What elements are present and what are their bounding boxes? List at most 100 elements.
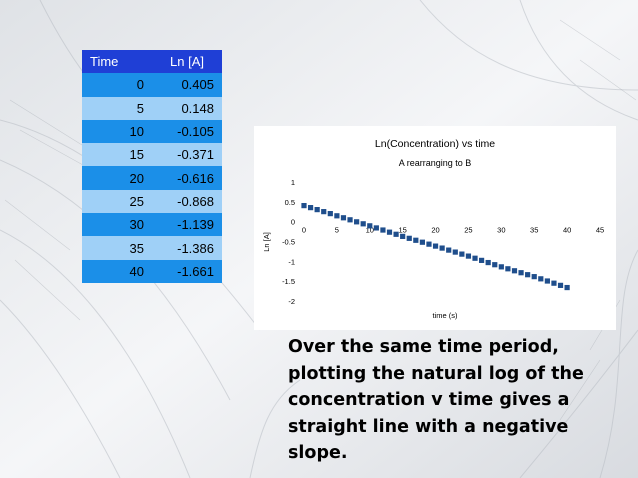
data-point — [452, 249, 458, 255]
y-axis-label: Ln [A] — [262, 232, 271, 252]
y-tick-label: 0.5 — [285, 198, 295, 207]
data-point — [367, 223, 373, 229]
data-point — [393, 231, 399, 237]
cell-time: 20 — [82, 166, 152, 190]
data-point — [347, 217, 353, 223]
caption-line: straight line with a negative — [288, 416, 569, 437]
data-point — [373, 225, 379, 231]
data-point — [340, 215, 347, 221]
data-point — [432, 243, 439, 249]
data-table: Time Ln [A] 0 0.405 5 0.148 10 -0.105 15 -0.371… — [82, 50, 222, 283]
data-point — [492, 262, 498, 268]
x-axis-label: time (s) — [433, 311, 459, 320]
cell-time: 40 — [82, 259, 152, 283]
x-tick-label: 35 — [530, 226, 538, 235]
x-tick-label: 40 — [563, 226, 571, 235]
data-point — [413, 237, 419, 243]
data-point — [472, 255, 478, 261]
data-point — [485, 259, 491, 266]
cell-ln-a: -0.371 — [152, 143, 222, 167]
chart-subtitle: A rearranging to B — [399, 158, 472, 168]
data-point — [400, 233, 406, 239]
data-point — [498, 264, 504, 270]
x-tick-label: 10 — [366, 226, 374, 235]
data-point — [321, 209, 327, 215]
table-row: 15 -0.371 — [82, 143, 222, 167]
data-point — [386, 229, 393, 235]
data-point — [327, 211, 333, 217]
chart-panel: Ln(Concentration) vs time A rearranging … — [254, 126, 616, 330]
data-point — [551, 280, 557, 286]
table-row: 5 0.148 — [82, 96, 222, 120]
table-row: 10 -0.105 — [82, 119, 222, 144]
data-point — [439, 245, 445, 251]
chart: Ln(Concentration) vs time A rearranging … — [262, 138, 604, 320]
caption-text: Over the same time period, plotting the n… — [288, 334, 608, 467]
x-tick-label: 25 — [464, 226, 472, 235]
table-row: 35 -1.386 — [82, 236, 222, 260]
data-point — [446, 247, 452, 253]
y-tick-label: -0.5 — [282, 238, 295, 247]
data-point — [564, 284, 570, 291]
table-row: 20 -0.616 — [82, 166, 222, 190]
header-time: Time — [82, 50, 152, 74]
data-point — [538, 276, 544, 282]
data-point — [518, 270, 524, 276]
table-row: 25 -0.868 — [82, 189, 222, 214]
cell-time: 5 — [82, 96, 152, 120]
caption-line: concentration v time gives a — [288, 390, 570, 411]
data-point — [511, 268, 518, 274]
cell-ln-a: -1.661 — [152, 259, 222, 283]
header-ln-a: Ln [A] — [152, 50, 222, 74]
data-point — [360, 221, 366, 227]
y-tick-label: 0 — [291, 218, 295, 227]
data-point — [505, 266, 511, 272]
table-row: 30 -1.139 — [82, 213, 222, 237]
cell-ln-a: -0.616 — [152, 166, 222, 190]
data-point — [301, 203, 307, 209]
cell-time: 10 — [82, 119, 152, 144]
data-point — [354, 219, 360, 225]
cell-ln-a: -1.139 — [152, 213, 222, 237]
table-row: 0 0.405 — [82, 73, 222, 97]
data-point — [426, 241, 432, 247]
x-tick-label: 20 — [431, 226, 439, 235]
data-point — [557, 282, 564, 288]
data-point — [525, 272, 531, 278]
cell-ln-a: -0.105 — [152, 119, 222, 144]
data-point — [314, 207, 320, 213]
x-tick-label: 45 — [596, 226, 604, 235]
x-tick-label: 30 — [497, 226, 505, 235]
chart-title: Ln(Concentration) vs time — [375, 138, 495, 150]
cell-time: 30 — [82, 213, 152, 237]
cell-ln-a: 0.405 — [152, 73, 222, 97]
data-point — [465, 253, 472, 259]
table-header-row: Time Ln [A] — [82, 50, 222, 74]
data-point — [406, 235, 412, 241]
caption-line: Over the same time period, — [288, 337, 559, 357]
data-point — [479, 257, 485, 263]
data-point — [544, 278, 550, 284]
cell-time: 35 — [82, 236, 152, 260]
data-point — [531, 274, 537, 280]
x-tick-label: 15 — [398, 226, 406, 235]
y-tick-label: -2 — [288, 297, 295, 306]
data-point — [419, 239, 425, 245]
cell-time: 15 — [82, 143, 152, 167]
cell-ln-a: -1.386 — [152, 236, 222, 260]
y-tick-label: 1 — [291, 178, 295, 187]
data-point — [334, 213, 340, 219]
data-point — [307, 205, 314, 211]
cell-time: 0 — [82, 73, 152, 97]
table-row: 40 -1.661 — [82, 259, 222, 283]
caption-line: slope. — [288, 443, 348, 464]
cell-ln-a: 0.148 — [152, 96, 222, 120]
y-tick-label: -1.5 — [282, 277, 295, 286]
x-tick-label: 5 — [335, 226, 339, 235]
data-point — [380, 227, 386, 233]
cell-ln-a: -0.868 — [152, 189, 222, 214]
y-tick-label: -1 — [288, 257, 295, 266]
caption-line: plotting the natural log of the — [288, 363, 584, 384]
data-point — [459, 251, 465, 257]
x-tick-label: 0 — [302, 226, 306, 235]
